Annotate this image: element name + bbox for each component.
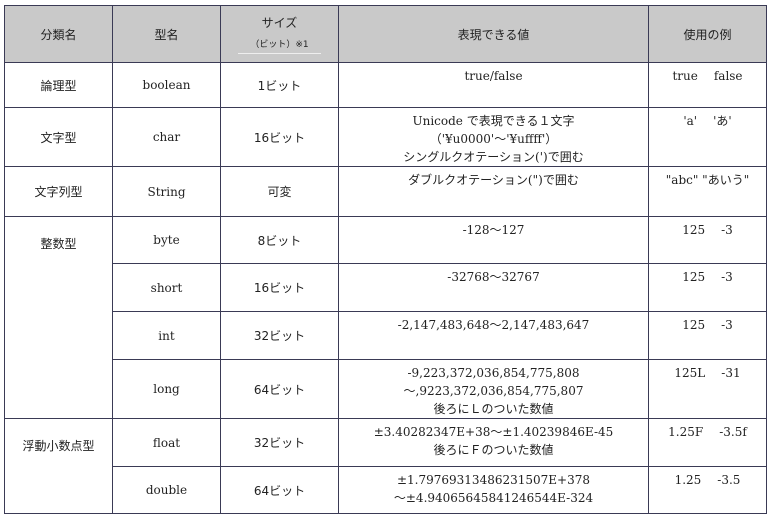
- type-cell: byte: [112, 216, 221, 264]
- example-value: "abc" "あいう": [665, 173, 750, 187]
- value-line: 後ろにＬのついた数値: [433, 402, 554, 416]
- table-row: long 64ビット -9,223,372,036,854,775,808 〜,922…: [5, 359, 767, 419]
- values-cell: ±1.79769313486231507E+378 〜±4.94065645841…: [338, 466, 649, 514]
- type-cell: double: [112, 466, 221, 514]
- category-cell: 文字列型: [4, 166, 113, 217]
- size-cell: 32ビット: [220, 311, 339, 360]
- values-cell: ダブルクオテーション(")で囲む: [338, 166, 649, 217]
- value-line: true/false: [464, 69, 523, 83]
- value-line: 後ろにＦのついた数値: [433, 443, 554, 457]
- example-value: 'あ': [713, 114, 732, 128]
- value-line: -32768〜32767: [447, 270, 540, 284]
- category-cell: 整数型: [4, 216, 113, 419]
- value-line: ±1.79769313486231507E+378: [396, 473, 590, 487]
- example-value: 125: [682, 223, 706, 237]
- examples-cell: 125L -31: [648, 359, 767, 419]
- examples-cell: 125 -3: [648, 311, 767, 360]
- table-row: 文字列型 String 可変 ダブルクオテーション(")で囲む "abc" "あいう": [4, 166, 767, 217]
- value-line: ダブルクオテーション(")で囲む: [408, 173, 579, 187]
- example-value: 'a': [683, 114, 698, 128]
- examples-cell: 'a' 'あ': [648, 107, 767, 167]
- size-cell: 32ビット: [220, 418, 339, 467]
- size-cell: 64ビット: [220, 466, 339, 514]
- values-cell: -2,147,483,648〜2,147,483,647: [338, 311, 649, 360]
- category-cell: 浮動小数点型: [4, 418, 113, 514]
- table-row: 文字型 char 16ビット Unicode で表現できる１文字 （'¥u0000'〜'…: [4, 107, 767, 167]
- category-cell: 文字型: [4, 107, 113, 167]
- table-row: short 16ビット -32768〜32767 125 -3: [5, 263, 767, 312]
- values-cell: ±3.40282347E+38〜±1.40239846E-45 後ろにＦのついた数…: [338, 418, 649, 467]
- type-cell: long: [112, 359, 221, 419]
- value-line: ±3.40282347E+38〜±1.40239846E-45: [373, 425, 614, 439]
- example-value: false: [713, 69, 743, 83]
- example-value: 125L: [674, 366, 706, 380]
- examples-cell: 1.25F -3.5f: [648, 418, 767, 467]
- size-cell: 8ビット: [220, 216, 339, 264]
- value-line: 〜,9223,372,036,854,775,807: [403, 384, 584, 398]
- example-value: 125: [682, 318, 706, 332]
- header-values: 表現できる値: [338, 5, 649, 63]
- values-cell: -32768〜32767: [338, 263, 649, 312]
- values-cell: -128〜127: [338, 216, 649, 264]
- examples-cell: "abc" "あいう": [648, 166, 767, 217]
- example-value: -3: [721, 270, 733, 284]
- category-cell: 論理型: [4, 62, 113, 108]
- table-row: 整数型 byte 8ビット -128〜127 125 -3: [4, 216, 767, 419]
- examples-cell: 1.25 -3.5: [648, 466, 767, 514]
- example-value: -3: [721, 318, 733, 332]
- header-size: サイズ （ビット）※1: [220, 5, 339, 63]
- example-value: -3: [721, 223, 733, 237]
- size-cell: 1ビット: [220, 62, 339, 108]
- example-value: true: [672, 69, 698, 83]
- values-cell: Unicode で表現できる１文字 （'¥u0000'〜'¥uffff'） シングル…: [338, 107, 649, 167]
- header-row: 分類名 型名 サイズ （ビット）※1 表現できる値 使用の例: [4, 5, 767, 63]
- example-value: -31: [721, 366, 741, 380]
- header-size-sub: （ビット）※1: [238, 35, 321, 54]
- values-cell: true/false: [338, 62, 649, 108]
- values-cell: -9,223,372,036,854,775,808 〜,9223,372,036…: [338, 359, 649, 419]
- header-size-label: サイズ: [261, 16, 298, 30]
- type-cell: short: [112, 263, 221, 312]
- table-row: double 64ビット ±1.79769313486231507E+378 〜±4.…: [5, 466, 767, 514]
- table-row: 論理型 boolean 1ビット true/false true false: [4, 62, 767, 108]
- type-cell: boolean: [112, 62, 221, 108]
- type-cell: int: [112, 311, 221, 360]
- value-line: -128〜127: [462, 223, 525, 237]
- value-line: 〜±4.94065645841246544E-324: [393, 491, 594, 505]
- example-value: 125: [682, 270, 706, 284]
- size-cell: 64ビット: [220, 359, 339, 419]
- value-line: -2,147,483,648〜2,147,483,647: [397, 318, 590, 332]
- value-line: -9,223,372,036,854,775,808: [407, 366, 580, 380]
- type-cell: float: [112, 418, 221, 467]
- size-cell: 16ビット: [220, 107, 339, 167]
- examples-cell: 125 -3: [648, 216, 767, 264]
- header-category: 分類名: [4, 5, 113, 63]
- type-cell: char: [112, 107, 221, 167]
- value-line: （'¥u0000'〜'¥uffff'）: [429, 132, 558, 146]
- table-row: int 32ビット -2,147,483,648〜2,147,483,647 125 -…: [5, 311, 767, 360]
- example-value: -3.5f: [719, 425, 747, 439]
- header-type: 型名: [112, 5, 221, 63]
- table-row: 浮動小数点型 float 32ビット ±3.40282347E+38〜±1.40239…: [4, 418, 767, 514]
- example-value: 1.25F: [668, 425, 704, 439]
- example-value: 1.25: [674, 473, 702, 487]
- example-value: -3.5: [717, 473, 741, 487]
- value-line: Unicode で表現できる１文字: [412, 114, 575, 128]
- type-cell: String: [112, 166, 221, 217]
- size-cell: 可変: [220, 166, 339, 217]
- examples-cell: 125 -3: [648, 263, 767, 312]
- header-examples: 使用の例: [648, 5, 767, 63]
- java-data-types-table: 分類名 型名 サイズ （ビット）※1 表現できる値 使用の例 論理型 boolean…: [4, 5, 767, 514]
- value-line: シングルクオテーション(')で囲む: [403, 150, 584, 164]
- size-cell: 16ビット: [220, 263, 339, 312]
- examples-cell: true false: [648, 62, 767, 108]
